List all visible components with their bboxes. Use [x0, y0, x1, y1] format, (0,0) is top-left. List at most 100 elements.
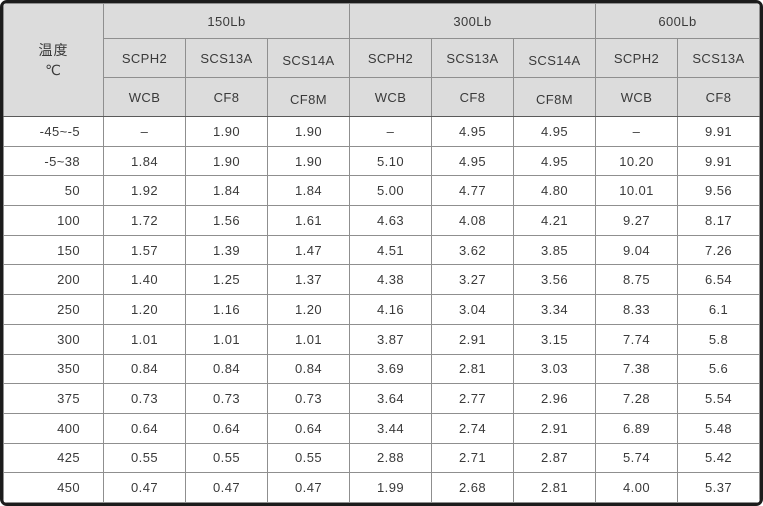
temperature-cell: 50	[3, 175, 104, 207]
rating-value-cell: 0.73	[103, 383, 186, 414]
rating-value-cell: 1.20	[103, 294, 186, 325]
rating-value-cell: 2.68	[431, 472, 514, 503]
rating-value-cell: 3.56	[513, 264, 596, 296]
grade-header-cell: SCS13A	[185, 38, 268, 78]
rating-value-cell: 3.34	[513, 294, 596, 325]
table-row: 200 1.40 1.25 1.37 4.38 3.27 3.56 8.75 6.54	[3, 264, 760, 296]
rating-value-cell: –	[595, 116, 678, 147]
group-header-300lb: 300Lb	[349, 3, 596, 39]
table-row: 300 1.01 1.01 1.01 3.87 2.91 3.15 7.74 5.8	[3, 323, 760, 355]
table-row: 250 1.20 1.16 1.20 4.16 3.04 3.34 8.33 6.1	[3, 294, 760, 325]
table-row: -5~38 1.84 1.90 1.90 5.10 4.95 4.95 10.20 9.91	[3, 145, 760, 177]
rating-value-cell: 1.25	[185, 264, 268, 296]
rating-value-cell: 1.90	[185, 145, 268, 177]
rating-value-cell: 4.63	[349, 205, 432, 236]
rating-value-cell: 3.04	[431, 294, 514, 325]
rating-value-cell: 3.03	[513, 353, 596, 385]
table-row: -45~-5–1.90 1.90–4.95 4.95–9.91	[3, 116, 760, 147]
rating-value-cell: 1.56	[185, 205, 268, 236]
rating-value-cell: 9.04	[595, 234, 678, 266]
rating-value-cell: 3.85	[513, 234, 596, 266]
table-body: -45~-5–1.90 1.90–4.95 4.95–9.91 -5~38 1.84 1.…	[3, 116, 760, 503]
rating-value-cell: 2.74	[431, 412, 514, 444]
rating-value-cell: 0.84	[267, 353, 350, 385]
rating-value-cell: 0.84	[185, 353, 268, 385]
rating-value-cell: 1.84	[185, 175, 268, 207]
rating-value-cell: 1.57	[103, 234, 186, 266]
header-row-grade: SCPH2 SCS13A SCS14A SCPH2 SCS13A SCS14A SCPH2 S…	[4, 38, 760, 78]
rating-value-cell: 9.56	[677, 175, 760, 207]
rating-value-cell: 1.90	[267, 145, 350, 177]
rating-value-cell: 8.17	[677, 205, 760, 236]
header-row-cast: WCB CF8 CF8M WCB CF8 CF8M WCB CF8	[4, 77, 760, 117]
table-row: 50 1.92 1.84 1.84 5.00 4.77 4.80 10.01 9.56	[3, 175, 760, 207]
cast-header-cell: CF8	[185, 77, 268, 117]
rating-value-cell: 2.87	[513, 442, 596, 474]
rating-value-cell: 1.01	[103, 323, 186, 355]
grade-header-cell: SCPH2	[595, 38, 678, 78]
rating-value-cell: 0.64	[267, 412, 350, 444]
rating-value-cell: 1.01	[267, 323, 350, 355]
rating-value-cell: 4.00	[595, 472, 678, 503]
rating-value-cell: 7.38	[595, 353, 678, 385]
rating-value-cell: 0.84	[103, 353, 186, 385]
temperature-cell: 350	[3, 353, 104, 385]
temperature-cell: 200	[3, 264, 104, 296]
rating-value-cell: 1.84	[267, 175, 350, 207]
cast-header-cell: CF8	[677, 77, 760, 117]
temperature-header-line1: 温度	[38, 41, 69, 58]
rating-value-cell: 9.27	[595, 205, 678, 236]
grade-header-cell: SCS14A	[267, 38, 350, 78]
temperature-cell: 375	[3, 383, 104, 414]
temperature-header-line2: ℃	[45, 62, 62, 78]
rating-value-cell: –	[103, 116, 186, 147]
rating-value-cell: 1.40	[103, 264, 186, 296]
rating-value-cell: 4.80	[513, 175, 596, 207]
table-header: 温度 ℃ 150Lb 300Lb 600Lb SCPH2 SCS13A SCS14A SCPH2…	[3, 3, 760, 117]
rating-value-cell: 1.37	[267, 264, 350, 296]
rating-value-cell: 2.71	[431, 442, 514, 474]
rating-value-cell: 2.88	[349, 442, 432, 474]
rating-value-cell: 3.87	[349, 323, 432, 355]
rating-value-cell: 1.01	[185, 323, 268, 355]
rating-value-cell: 0.64	[103, 412, 186, 444]
rating-value-cell: 2.91	[431, 323, 514, 355]
rating-value-cell: 4.95	[431, 145, 514, 177]
rating-value-cell: 4.95	[431, 116, 514, 147]
rating-value-cell: 2.91	[513, 412, 596, 444]
temperature-cell: -45~-5	[3, 116, 104, 147]
rating-value-cell: 6.1	[677, 294, 760, 325]
group-header-150lb: 150Lb	[103, 3, 350, 39]
rating-value-cell: 9.91	[677, 116, 760, 147]
rating-value-cell: 5.48	[677, 412, 760, 444]
rating-value-cell: 1.92	[103, 175, 186, 207]
rating-value-cell: 4.95	[513, 116, 596, 147]
rating-value-cell: 10.01	[595, 175, 678, 207]
temperature-cell: 150	[3, 234, 104, 266]
rating-value-cell: 0.47	[267, 472, 350, 503]
rating-value-cell: 0.47	[103, 472, 186, 503]
rating-value-cell: 1.47	[267, 234, 350, 266]
rating-value-cell: 5.54	[677, 383, 760, 414]
rating-value-cell: 8.75	[595, 264, 678, 296]
grade-header-cell: SCS13A	[677, 38, 760, 78]
rating-value-cell: 0.55	[103, 442, 186, 474]
rating-value-cell: 3.62	[431, 234, 514, 266]
rating-value-cell: 9.91	[677, 145, 760, 177]
rating-value-cell: 4.38	[349, 264, 432, 296]
rating-value-cell: 5.6	[677, 353, 760, 385]
rating-value-cell: 4.51	[349, 234, 432, 266]
rating-value-cell: 1.90	[185, 116, 268, 147]
grade-header-cell: SCS13A	[431, 38, 514, 78]
temperature-cell: 250	[3, 294, 104, 325]
rating-value-cell: 0.47	[185, 472, 268, 503]
rating-value-cell: 1.39	[185, 234, 268, 266]
rating-value-cell: 0.73	[185, 383, 268, 414]
rating-value-cell: 0.64	[185, 412, 268, 444]
rating-table: 温度 ℃ 150Lb 300Lb 600Lb SCPH2 SCS13A SCS14A SCPH2…	[3, 3, 760, 503]
grade-header-cell: SCPH2	[349, 38, 432, 78]
temperature-cell: 100	[3, 205, 104, 236]
temperature-cell: 400	[3, 412, 104, 444]
table-row: 100 1.72 1.56 1.61 4.63 4.08 4.21 9.27 8.17	[3, 205, 760, 236]
cast-header-cell: CF8M	[513, 77, 596, 117]
